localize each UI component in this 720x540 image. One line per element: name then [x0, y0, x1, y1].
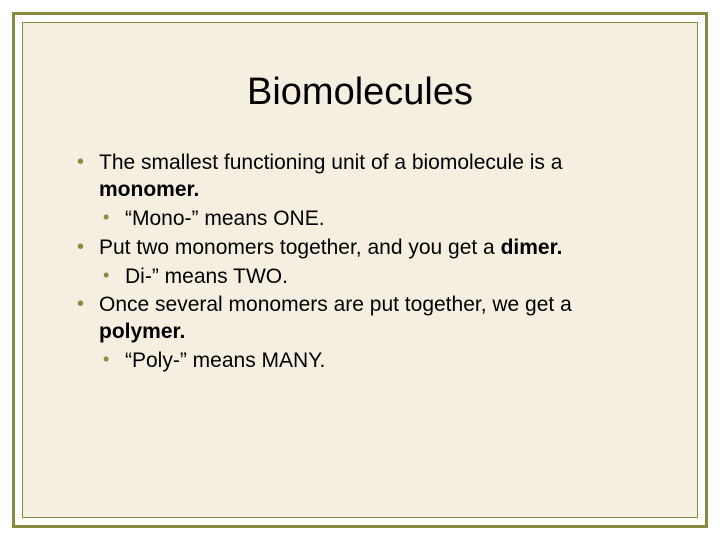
slide: Biomolecules The smallest functioning un…	[0, 0, 720, 540]
list-item: The smallest functioning unit of a biomo…	[73, 150, 647, 233]
sub-list-item-text: Di-” means TWO.	[125, 265, 288, 288]
list-item: Put two monomers together, and you get a…	[73, 235, 647, 291]
list-item-bold: monomer.	[99, 178, 199, 201]
content-area: Biomolecules The smallest functioning un…	[23, 23, 697, 517]
list-item-text: The smallest functioning unit of a biomo…	[99, 151, 562, 174]
list-item-bold: polymer.	[99, 320, 185, 343]
sub-list-item-text: “Mono-” means ONE.	[125, 207, 325, 230]
level2-list: Di-” means TWO.	[99, 264, 647, 291]
slide-title: Biomolecules	[73, 71, 647, 114]
sub-list-item: Di-” means TWO.	[99, 264, 647, 291]
sub-list-item-text: “Poly-” means MANY.	[125, 349, 325, 372]
list-item: Once several monomers are put together, …	[73, 292, 647, 375]
sub-list-item: “Mono-” means ONE.	[99, 206, 647, 233]
sub-list-item: “Poly-” means MANY.	[99, 348, 647, 375]
level2-list: “Mono-” means ONE.	[99, 206, 647, 233]
level1-list: The smallest functioning unit of a biomo…	[73, 150, 647, 375]
list-item-bold: dimer.	[501, 236, 563, 259]
level2-list: “Poly-” means MANY.	[99, 348, 647, 375]
bullet-list: The smallest functioning unit of a biomo…	[73, 150, 647, 375]
list-item-text: Once several monomers are put together, …	[99, 293, 572, 316]
list-item-text: Put two monomers together, and you get a	[99, 236, 501, 259]
